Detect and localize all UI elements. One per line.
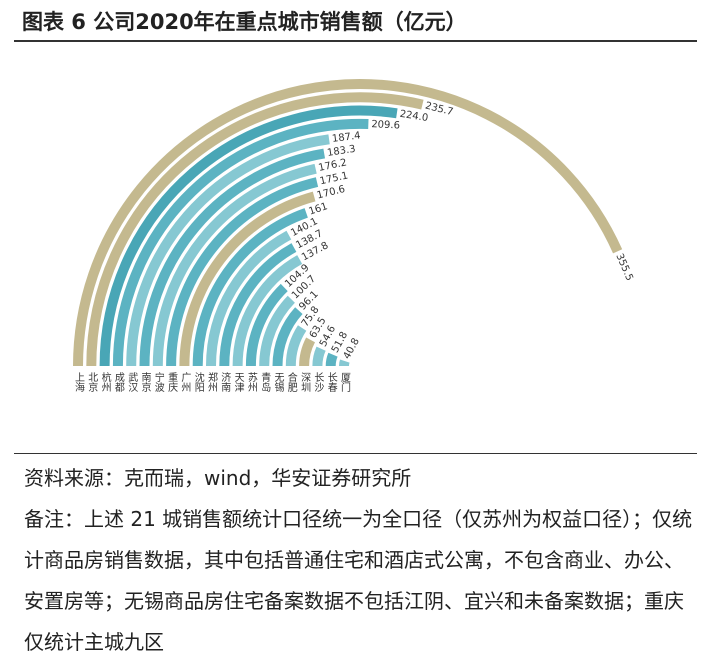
category-label: 杭州 [99, 371, 111, 392]
note: 备注：上述 21 城销售额统计口径统一为全口径（仅苏州为权益口径）；仅统计商品房… [24, 507, 693, 654]
category-label: 深圳 [299, 372, 311, 392]
category-label: 济南 [219, 371, 231, 392]
arc-bar [299, 337, 316, 367]
arc-bar [339, 359, 350, 367]
category-label: 厦门 [339, 372, 351, 393]
arc-bar [192, 208, 308, 367]
arc-bar [73, 79, 623, 367]
chart-title: 图表 6 公司2020年在重点城市销售额（亿元） [22, 10, 467, 34]
title-rule [14, 40, 697, 42]
arc-bar [312, 346, 326, 367]
category-label: 无锡 [272, 372, 284, 393]
arc-bar [245, 283, 288, 367]
value-label: 161 [307, 201, 329, 217]
category-label: 武汉 [126, 371, 138, 393]
arc-bar [285, 325, 307, 367]
arc-bar [86, 92, 424, 367]
arc-bar [112, 118, 369, 367]
category-label: 南京 [139, 371, 151, 393]
arc-bar [126, 134, 330, 367]
value-label: 355.5 [613, 252, 634, 283]
source: 资料来源：克而瑞，wind，华安证券研究所 [24, 466, 412, 490]
category-label: 宁波 [152, 371, 164, 393]
arc-bar [99, 105, 398, 367]
category-label: 长春 [325, 372, 337, 393]
category-label: 苏州 [245, 371, 257, 392]
value-label: 224.0 [399, 109, 429, 124]
value-label: 187.4 [331, 130, 361, 144]
category-label: 郑州 [206, 371, 218, 392]
category-label: 北京 [86, 372, 98, 393]
category-label: 上海 [73, 372, 85, 393]
arc-bar [152, 163, 317, 367]
arc-bar [206, 230, 292, 367]
arc-bar [259, 295, 295, 367]
arc-bar [232, 255, 303, 367]
value-label: 183.3 [326, 144, 356, 159]
arc-bar [325, 352, 338, 367]
value-label: 209.6 [371, 119, 400, 131]
arc-bar [166, 177, 319, 367]
arc-bar [179, 191, 316, 367]
arc-bar [272, 307, 303, 367]
category-label: 沈阳 [192, 371, 204, 392]
arc-bar [219, 243, 297, 367]
category-label: 成都 [112, 372, 124, 393]
chart: 355.5上海235.7北京224.0杭州209.6成都187.4武汉183.3… [73, 79, 635, 393]
category-label: 重庆 [166, 371, 178, 393]
category-label: 青岛 [259, 371, 271, 393]
category-label: 合肥 [285, 371, 297, 393]
category-label: 天津 [232, 372, 244, 393]
category-label: 长沙 [312, 372, 324, 392]
category-label: 广州 [179, 372, 191, 392]
footer-rule [14, 453, 697, 454]
arc-bar [139, 148, 326, 367]
